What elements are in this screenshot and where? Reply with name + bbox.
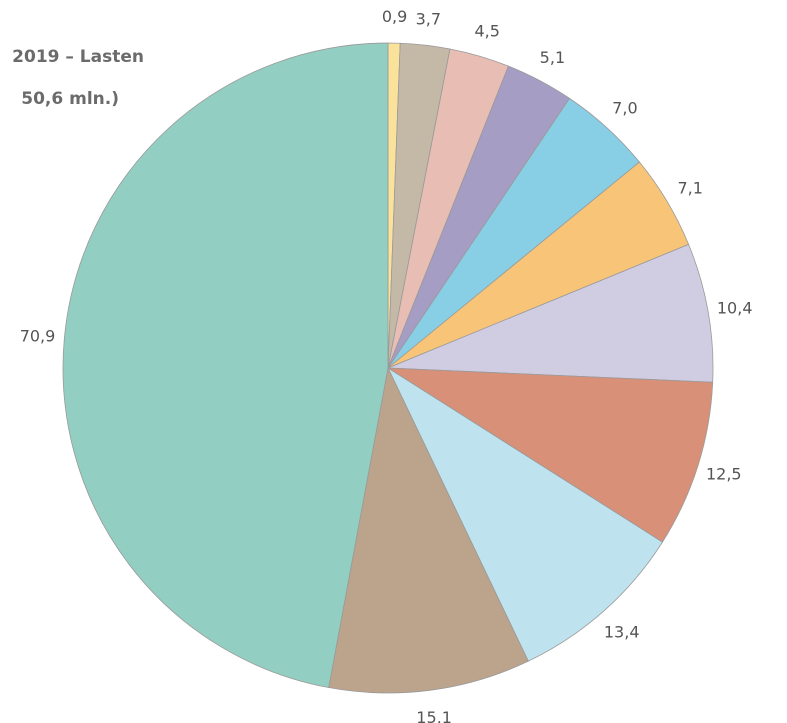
- chart-title-line-2: 50,6 mln.): [21, 89, 119, 109]
- pie-slice-label-10: 70,9: [20, 327, 56, 346]
- pie-slice-label-2: 4,5: [474, 21, 499, 40]
- pie-slices: [62, 42, 714, 694]
- pie-slice-10: [62, 42, 389, 689]
- pie-slice-labels: 0,9 3,7 4,5 5,1 7,0 7,1 10,4 12,5 13,4 15,1 70,9: [20, 7, 753, 723]
- pie-slice-label-3: 5,1: [540, 48, 565, 67]
- pie-slice-label-4: 7,0: [612, 99, 637, 118]
- pie-slice-label-6: 10,4: [717, 298, 753, 317]
- chart-title-line-1: 2019 – Lasten: [12, 47, 144, 67]
- pie-slice-6: [387, 243, 714, 383]
- pie-slice-label-0: 0,9: [382, 7, 407, 26]
- pie-slice-7: [386, 367, 714, 543]
- pie-slice-label-5: 7,1: [677, 179, 702, 198]
- pie-slice-label-8: 13,4: [604, 622, 640, 641]
- pie-slice-8: [387, 366, 663, 662]
- pie-slice-9: [328, 366, 529, 694]
- pie-slice-label-7: 12,5: [706, 465, 742, 484]
- pie-slice-label-9: 15,1: [416, 708, 452, 723]
- pie-slice-label-1: 3,7: [416, 9, 441, 28]
